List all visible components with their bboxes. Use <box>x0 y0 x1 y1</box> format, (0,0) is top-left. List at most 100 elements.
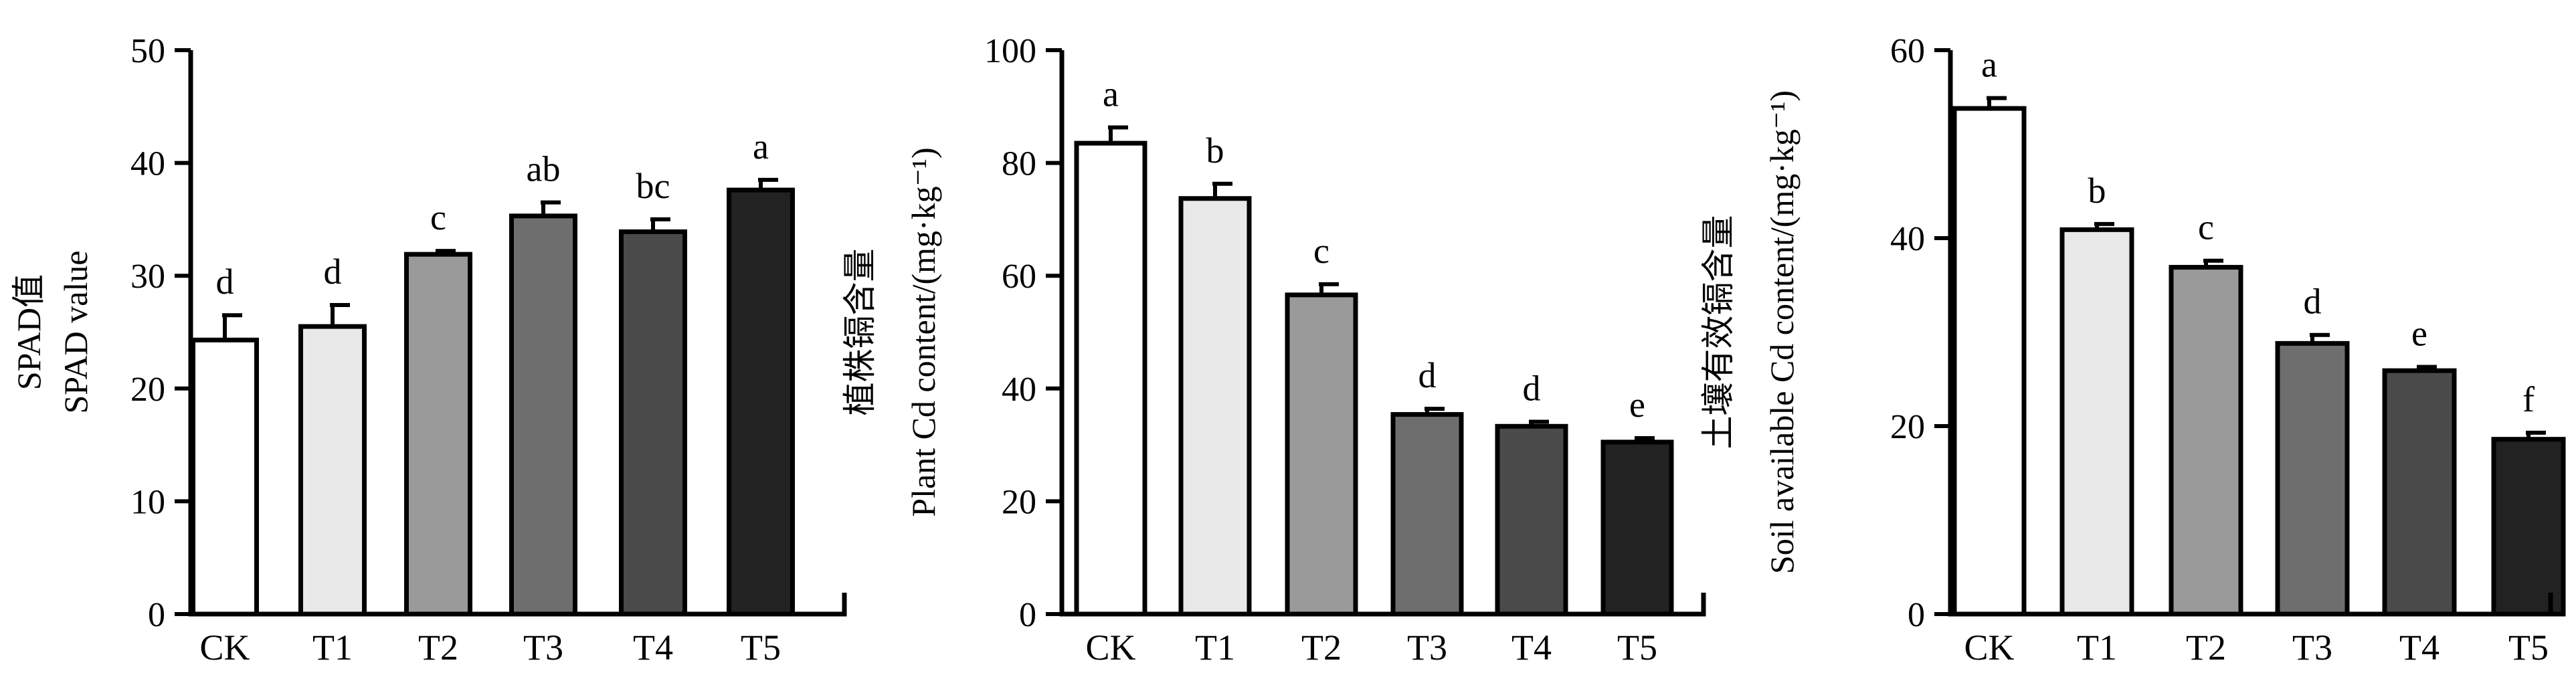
x-tick-label: T1 <box>2077 627 2117 668</box>
x-tick-label: T3 <box>523 627 563 668</box>
significance-letter: d <box>216 262 234 302</box>
bar-t5 <box>2491 437 2566 617</box>
error-bar <box>2526 430 2546 439</box>
significance-letter: a <box>1103 74 1119 114</box>
axes <box>188 50 847 617</box>
y-axis-label: Soil available Cd content/(mg·kg⁻¹) <box>1763 90 1801 574</box>
y-tick-label: 40 <box>1890 220 1925 258</box>
y-tick-label: 80 <box>1002 145 1036 183</box>
bar-ck <box>1952 106 2027 617</box>
significance-letter: c <box>430 197 446 237</box>
significance-letter: ab <box>527 149 561 189</box>
error-bar <box>2417 365 2437 371</box>
y-tick-label: 0 <box>148 596 165 634</box>
bar-t3 <box>509 213 577 617</box>
error-bar <box>436 249 456 255</box>
significance-letter: bc <box>636 166 670 206</box>
x-tick-label: T2 <box>418 627 458 668</box>
x-tick-label: T2 <box>1301 627 1342 668</box>
bar-t1 <box>2059 227 2134 617</box>
error-bar <box>1987 96 2007 109</box>
x-tick-label: T4 <box>633 627 673 668</box>
bar-ck <box>191 337 259 617</box>
error-bar <box>1319 282 1339 295</box>
x-tick-label: CK <box>1964 627 2014 668</box>
bar-t2 <box>404 252 472 617</box>
x-tick-label: T4 <box>1511 627 1552 668</box>
x-tick-label: T4 <box>2399 627 2440 668</box>
x-tick-label: T1 <box>312 627 353 668</box>
y-tick-label: 30 <box>130 258 165 296</box>
y-axis-label: 植株镉含量 <box>841 249 879 416</box>
y-tick-label: 0 <box>1908 596 1925 634</box>
significance-letter: a <box>1981 45 1997 85</box>
x-tick-label: CK <box>199 627 250 668</box>
y-tick-label: 20 <box>130 371 165 409</box>
y-tick-label: 100 <box>984 32 1036 70</box>
bar-t2 <box>1285 292 1358 617</box>
error-bar <box>2094 221 2114 230</box>
y-tick-label: 10 <box>130 483 165 521</box>
y-axis-label: SPAD value <box>57 250 94 413</box>
x-tick-label: T5 <box>2508 627 2549 668</box>
x-tick-label: T2 <box>2186 627 2226 668</box>
y-tick-label: 20 <box>1002 483 1036 521</box>
significance-letter: f <box>2522 379 2535 419</box>
x-tick-label: T3 <box>1407 627 1447 668</box>
bar-t3 <box>2275 340 2350 617</box>
error-bar <box>758 177 778 191</box>
bar-t5 <box>1600 439 1674 617</box>
x-tick-label: T5 <box>741 627 781 668</box>
significance-letter: c <box>2198 207 2214 248</box>
y-tick-label: 0 <box>1019 596 1036 634</box>
bar-t1 <box>1178 196 1252 617</box>
y-tick-label: 40 <box>1002 371 1036 409</box>
significance-letter: e <box>1629 385 1645 425</box>
axes <box>1948 50 2553 617</box>
x-tick-label: T1 <box>1195 627 1235 668</box>
chart-panel-1: d d c ab bc a 0 10 20 30 40 50 CK T1 T2 T3 T4 T5 SPAD值 SPAD… <box>10 32 847 668</box>
axes <box>1059 50 1706 617</box>
significance-letter: b <box>2088 171 2106 211</box>
y-axis-label: 土壤有效镉含量 <box>1699 215 1737 450</box>
error-bar <box>1635 435 1655 442</box>
bar-ck <box>1074 140 1147 617</box>
significance-letter: d <box>324 252 342 292</box>
error-bar <box>1212 181 1232 199</box>
bar-t2 <box>2169 265 2243 617</box>
y-tick-label: 50 <box>130 32 165 70</box>
bar-t4 <box>2382 368 2457 617</box>
error-bar <box>2310 332 2330 344</box>
significance-letter: d <box>2304 282 2322 322</box>
error-bar <box>1529 419 1549 427</box>
x-tick-label: CK <box>1085 627 1135 668</box>
chart-panel-2: a b c d d e 0 20 40 60 80 100 CK T1 T2 T3 T4 T5 植株镉含量 Plant… <box>841 32 1706 668</box>
y-tick-label: 40 <box>130 145 165 183</box>
significance-letter: b <box>1206 130 1224 171</box>
y-tick-label: 60 <box>1890 32 1925 70</box>
error-bar <box>1424 407 1445 415</box>
bar-t4 <box>1495 423 1568 617</box>
chart-panel-3: a b c d e f 0 20 40 60 CK T1 T2 T3 T4 T5 土壤有效镉含量 Soil ava… <box>1699 32 2566 668</box>
significance-letter: d <box>1418 355 1437 395</box>
y-axis-label: SPAD值 <box>10 274 48 390</box>
error-bar <box>650 217 670 232</box>
error-bar <box>222 313 242 340</box>
bar-t5 <box>727 187 795 617</box>
error-bar <box>541 200 561 216</box>
y-axis-label: Plant Cd content/(mg·kg⁻¹) <box>905 147 942 516</box>
bar-t3 <box>1390 412 1464 617</box>
bar-t4 <box>619 229 687 617</box>
y-tick-label: 20 <box>1890 408 1925 446</box>
error-bar <box>1108 125 1128 144</box>
error-bar <box>330 303 350 327</box>
significance-letter: c <box>1313 231 1329 271</box>
bar-t1 <box>298 324 367 617</box>
significance-letter: d <box>1523 369 1541 409</box>
error-bar <box>2203 258 2223 268</box>
x-tick-label: T3 <box>2292 627 2332 668</box>
significance-letter: e <box>2411 313 2427 353</box>
y-tick-label: 60 <box>1002 258 1036 296</box>
significance-letter: a <box>753 126 769 167</box>
